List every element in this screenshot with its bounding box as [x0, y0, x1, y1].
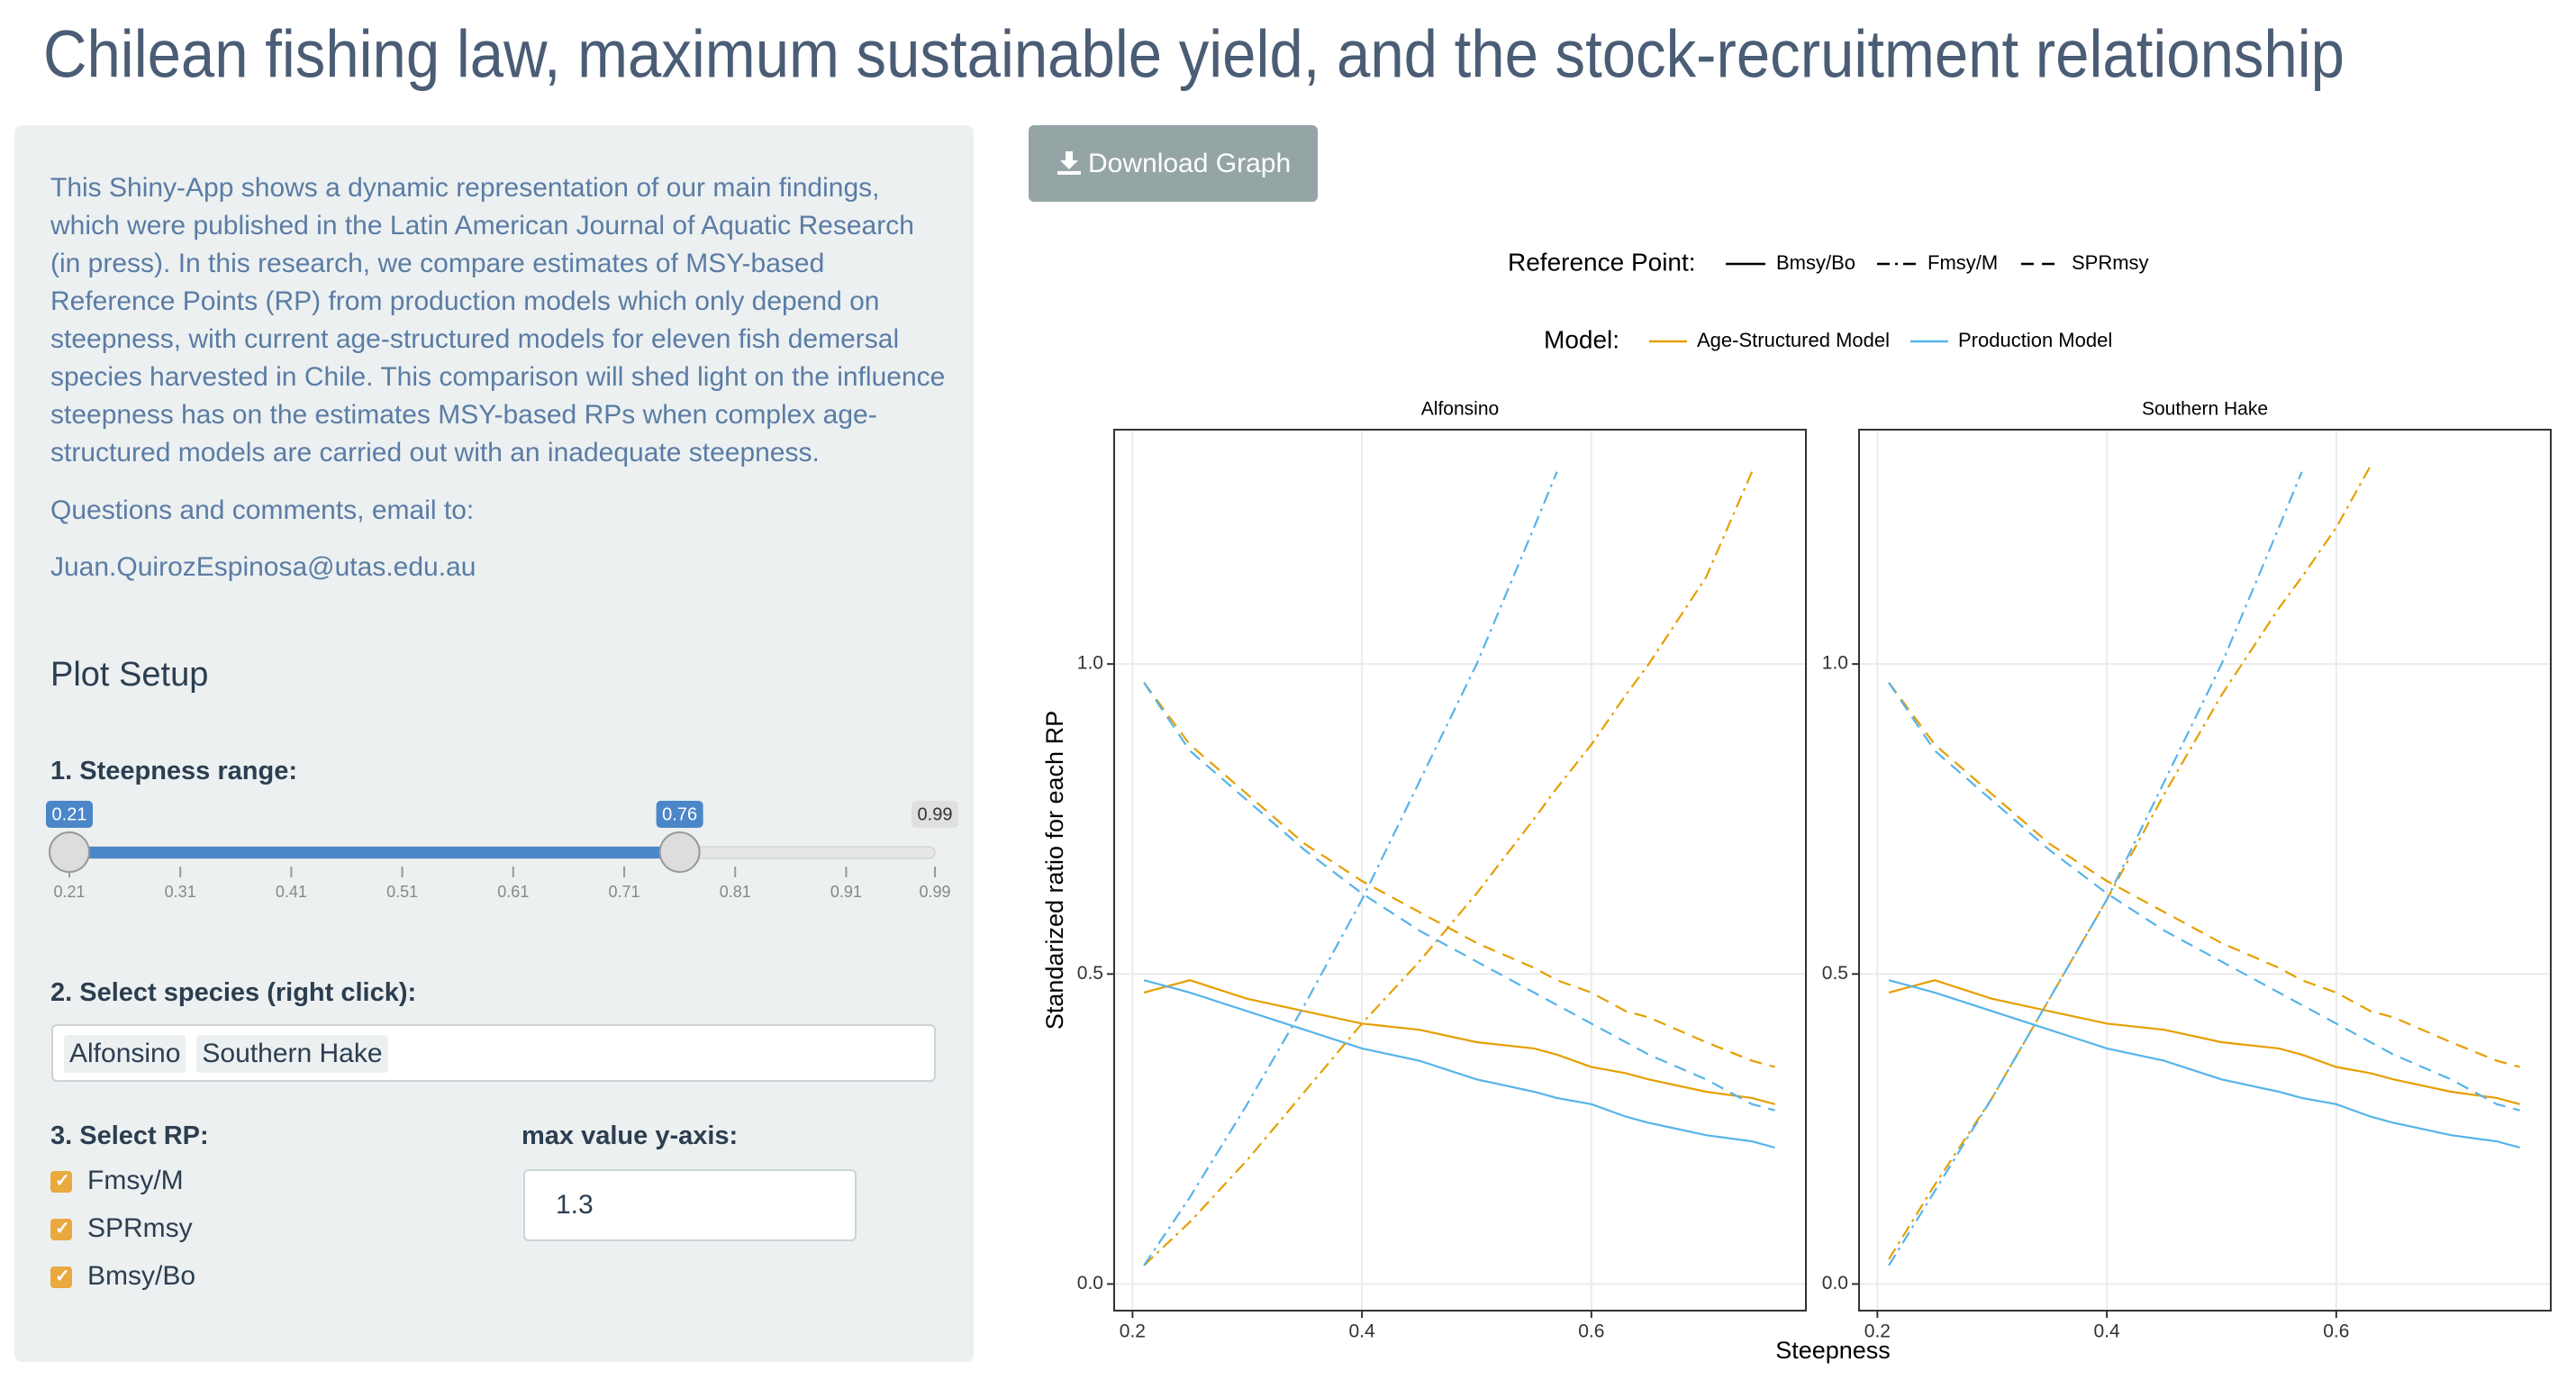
- panel: [1114, 430, 1806, 1311]
- series-line: [1143, 979, 1775, 1105]
- legend-label: SPRmsy: [2072, 251, 2149, 274]
- slider-handle[interactable]: [658, 831, 701, 873]
- panel-title: Southern Hake: [2142, 399, 2268, 420]
- legend-label: Fmsy/M: [1927, 251, 1998, 274]
- species-label: 2. Select species (right click):: [50, 978, 417, 1007]
- slider-value-bubble: [46, 801, 93, 828]
- slider-tick-label: 0.71: [609, 883, 640, 901]
- y-tick-label: 0.5: [1822, 963, 1848, 984]
- y-axis-title: Standarized ratio for each RP: [1041, 711, 1068, 1030]
- slider-handle[interactable]: [49, 831, 90, 873]
- y-tick-label: 0.5: [1077, 963, 1103, 984]
- checkbox-label: Bmsy/Bo: [87, 1261, 196, 1291]
- legend-title: Model:: [1544, 325, 1619, 353]
- slider-value-bubble: [656, 801, 703, 828]
- series-line: [1143, 682, 1775, 1068]
- series-line: [1143, 471, 1754, 1266]
- series-line: [1888, 979, 2520, 1149]
- sidebar: [14, 125, 974, 1362]
- series-line: [1888, 465, 2372, 1260]
- checkbox[interactable]: [50, 1169, 72, 1193]
- series-line: [1143, 471, 1558, 1266]
- ymax-input[interactable]: 1.3: [523, 1169, 857, 1241]
- checkbox[interactable]: [50, 1217, 72, 1240]
- legend-title: Reference Point:: [1508, 248, 1696, 276]
- slider-tick-label: 0.31: [165, 883, 196, 901]
- legend-label: Age-Structured Model: [1697, 329, 1890, 351]
- checkbox[interactable]: [50, 1265, 72, 1288]
- panel-title: Alfonsino: [1421, 399, 1499, 420]
- series-line: [1888, 471, 2303, 1266]
- slider-tick-label: 0.41: [276, 883, 307, 901]
- series-line: [1143, 682, 1775, 1112]
- x-tick-label: 0.4: [2094, 1321, 2121, 1342]
- species-tag: Alfonsino: [64, 1035, 186, 1073]
- slider-tick-label: 0.91: [830, 883, 862, 901]
- rp-label: 3. Select RP:: [50, 1121, 209, 1150]
- x-tick-label: 0.6: [1578, 1321, 1604, 1342]
- slider-value: 0.99: [918, 804, 953, 824]
- slider-value: 0.21: [52, 804, 87, 824]
- species-select[interactable]: Alfonsino Southern Hake: [51, 1024, 936, 1082]
- download-icon: [1057, 151, 1081, 175]
- slider-tick-label: 0.99: [919, 883, 950, 901]
- slider-value-bubble: [912, 801, 958, 828]
- slider-tick-label: 0.61: [497, 883, 529, 901]
- series-line: [1143, 979, 1775, 1149]
- panel: [1859, 430, 2551, 1311]
- ymax-label: max value y-axis:: [522, 1121, 739, 1150]
- intro-text: This Shiny-App shows a dynamic represent…: [50, 173, 946, 468]
- x-tick-label: 0.6: [2323, 1321, 2349, 1342]
- y-tick-label: 0.0: [1077, 1273, 1103, 1294]
- slider-label: 1. Steepness range:: [50, 757, 297, 785]
- y-tick-label: 1.0: [1077, 653, 1103, 674]
- checkbox-label: SPRmsy: [87, 1213, 193, 1243]
- series-line: [1888, 682, 2520, 1112]
- y-tick-label: 1.0: [1822, 653, 1848, 674]
- slider-tick-label: 0.51: [386, 883, 418, 901]
- page-title: Chilean fishing law, maximum sustainable…: [43, 17, 2345, 92]
- x-axis-title: Steepness: [1775, 1337, 1891, 1364]
- species-tag: Southern Hake: [196, 1035, 388, 1073]
- legend-label: Production Model: [1958, 329, 2112, 351]
- legend-label: Bmsy/Bo: [1776, 251, 1855, 274]
- series-line: [1888, 979, 2520, 1105]
- setup-title: Plot Setup: [50, 656, 209, 694]
- y-tick-label: 0.0: [1822, 1273, 1848, 1294]
- slider-tick-label: 0.21: [53, 883, 85, 901]
- slider-range: [69, 847, 680, 858]
- slider-value: 0.76: [662, 804, 697, 824]
- checkbox-label: Fmsy/M: [87, 1166, 184, 1195]
- panel-border: [1858, 429, 2552, 1312]
- panel-border: [1113, 429, 1807, 1312]
- series-line: [1888, 682, 2520, 1068]
- download-label: Download Graph: [1088, 149, 1292, 178]
- x-tick-label: 0.2: [1120, 1321, 1146, 1342]
- x-tick-label: 0.4: [1349, 1321, 1376, 1342]
- contact-text: Questions and comments, email to:: [50, 495, 475, 525]
- x-tick-label: 0.2: [1864, 1321, 1891, 1342]
- download-button[interactable]: Download Graph: [1029, 125, 1318, 202]
- email[interactable]: Juan.QuirozEspinosa@utas.edu.au: [50, 552, 476, 582]
- slider-tick-label: 0.81: [720, 883, 751, 901]
